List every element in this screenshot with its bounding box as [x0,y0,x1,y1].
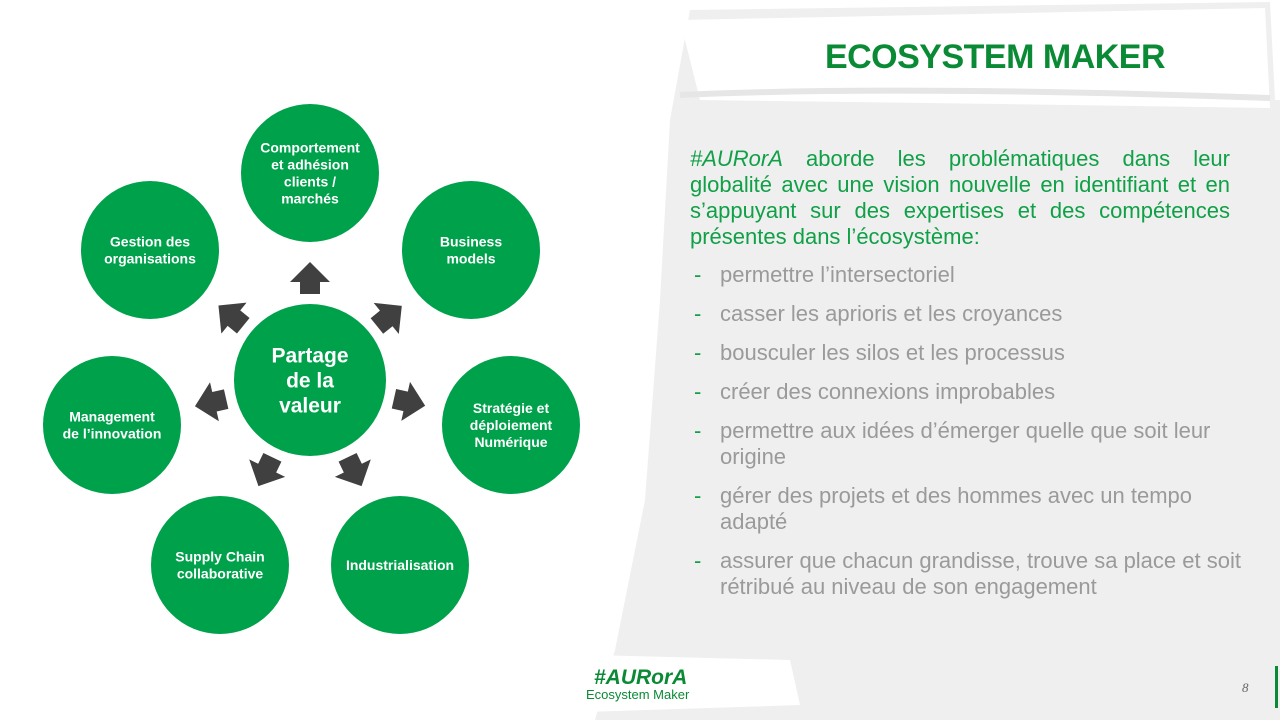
node-label: Comportement [260,139,360,155]
list-item: - permettre l’intersectoriel [694,262,955,287]
accent-bar [1275,666,1278,708]
node-label: Stratégie et [473,400,550,416]
node-circle [442,356,580,494]
node-label: de l’innovation [63,425,162,441]
list-item: - permettre aux idées d’émerger quelle qu… [694,418,1211,469]
node-label: clients / [284,173,336,189]
node-label: models [446,250,495,266]
bullet-marker: - [694,262,702,287]
list-item: - gérer des projets et des hommes avec un… [694,483,1193,534]
node-circle [241,104,379,242]
node-circle [81,181,219,319]
arrow-icon [194,382,229,422]
list-item: - créer des connexions improbables [694,379,1056,404]
arrow-icon [334,452,371,487]
node-label: déploiement [470,417,553,433]
node-label: valeur [279,394,341,417]
bullet-list: - permettre l’intersectoriel - casser les … [690,262,1250,613]
bullet-marker: - [694,418,702,443]
node-label: organisations [104,250,196,266]
node-label: Partage [271,344,348,367]
page-number: 8 [1242,680,1249,695]
intro-text: aborde les problématiques dans leur glob… [690,146,1230,249]
arrow-icon [370,302,402,335]
node-label: Industrialisation [346,557,454,573]
logo-sub: Ecosystem Maker [586,687,690,702]
bullet-marker: - [694,301,702,326]
bullet-marker: - [694,340,702,365]
bullet-marker: - [694,548,702,573]
node-circle [402,181,540,319]
node-circle [43,356,181,494]
node-circle [151,496,289,634]
node-label: Gestion des [110,233,190,249]
node-label: Business [440,233,502,249]
arrow-icon [218,302,250,334]
diagram-node: Industrialisation [331,496,469,634]
list-item: - bousculer les silos et les processus [694,340,1065,365]
intro-paragraph: #AURorA aborde les problématiques dans l… [690,146,1230,250]
node-label: Numérique [474,434,547,450]
bullet-marker: - [694,379,702,404]
intro-hashtag: #AURorA [690,146,783,171]
center-circle [234,304,386,456]
logo-main: #AURorA [594,666,688,689]
page-title: ECOSYSTEM MAKER [824,38,1166,76]
node-label: collaborative [177,565,264,581]
aurora-logo: #AURorA Ecosystem Maker [586,666,706,702]
bullet-marker: - [694,483,702,508]
arrow-icon [290,262,330,294]
node-label: de la [286,369,334,392]
node-circle [331,496,469,634]
node-label: Management [69,408,155,424]
list-item: - casser les aprioris et les croyances [694,301,1063,326]
node-label: marchés [281,190,339,206]
node-text-block: Industrialisation [346,557,454,573]
arrow-icon [391,381,426,421]
node-label: Supply Chain [175,548,264,564]
list-item: - assurer que chacun grandisse, trouve s… [694,548,1241,599]
node-label: et adhésion [271,156,349,172]
arrow-icon [249,452,286,487]
